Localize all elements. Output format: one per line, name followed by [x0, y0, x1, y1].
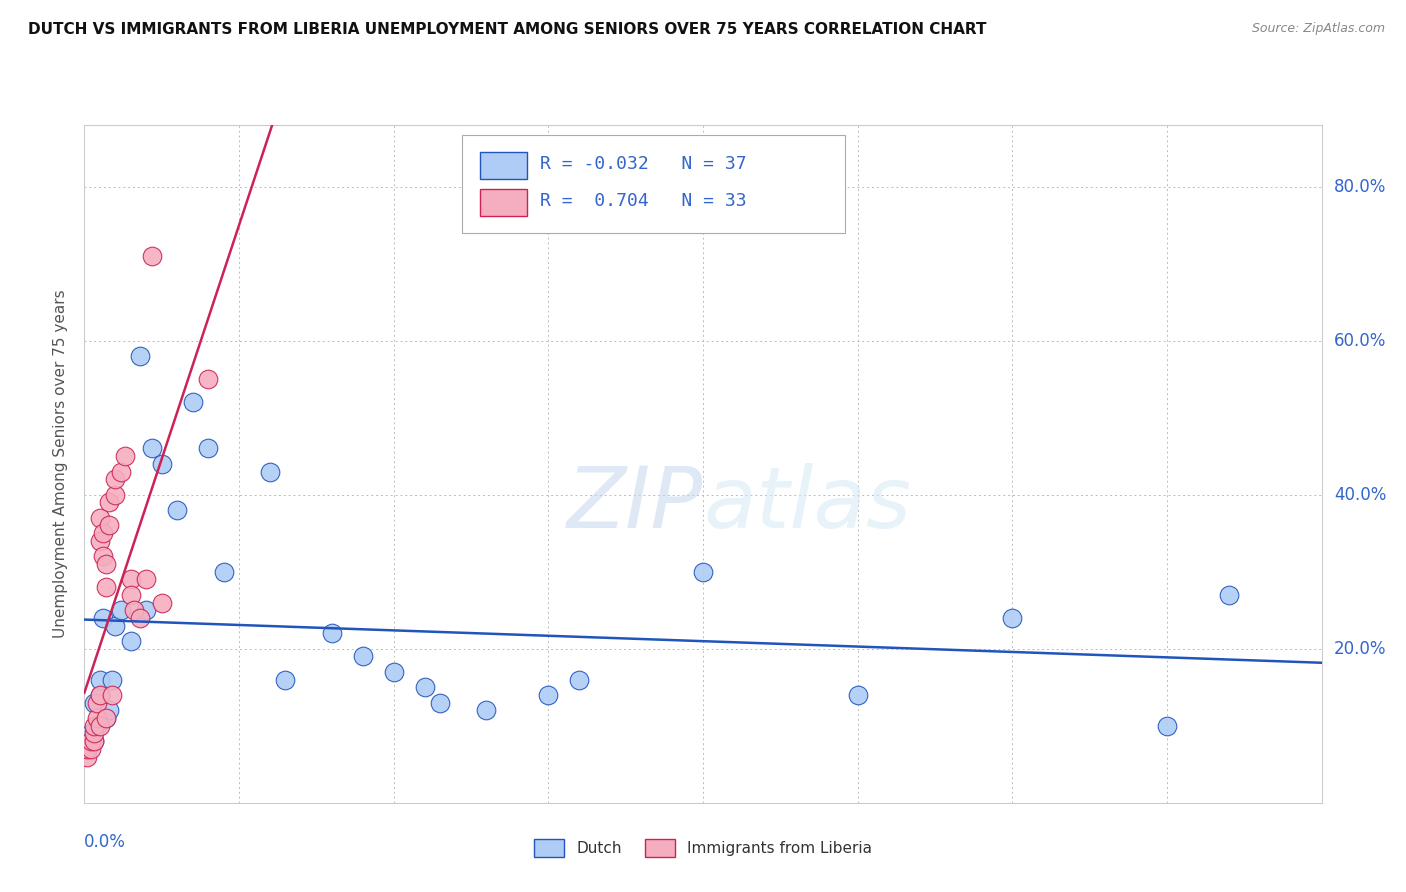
Bar [481, 189, 527, 217]
Text: DUTCH VS IMMIGRANTS FROM LIBERIA UNEMPLOYMENT AMONG SENIORS OVER 75 YEARS CORREL: DUTCH VS IMMIGRANTS FROM LIBERIA UNEMPLO… [28, 22, 987, 37]
Point [181, 395, 204, 409]
Point [166, 503, 188, 517]
Point [89, 510, 111, 524]
Point [83, 734, 105, 748]
Point [150, 595, 173, 609]
FancyBboxPatch shape [461, 135, 845, 234]
Point [79, 734, 101, 748]
Point [76, 749, 98, 764]
Text: atlas: atlas [703, 463, 911, 546]
Point [91, 549, 114, 564]
Point [129, 349, 152, 363]
Point [91, 611, 114, 625]
Point [135, 603, 157, 617]
Point [197, 442, 219, 456]
Point [114, 449, 136, 463]
Point [846, 688, 869, 702]
Point [98, 703, 121, 717]
Legend: Dutch, Immigrants from Liberia: Dutch, Immigrants from Liberia [527, 833, 879, 863]
Text: 40.0%: 40.0% [1334, 485, 1386, 504]
Point [83, 734, 105, 748]
Text: 0.0%: 0.0% [84, 833, 127, 851]
Point [89, 533, 111, 548]
Point [537, 688, 560, 702]
Point [122, 603, 145, 617]
Text: R =  0.704   N = 33: R = 0.704 N = 33 [540, 193, 747, 211]
Point [91, 526, 114, 541]
Point [94, 557, 117, 571]
Point [135, 573, 157, 587]
Text: 60.0%: 60.0% [1334, 332, 1386, 350]
Text: 20.0%: 20.0% [1334, 640, 1386, 657]
Point [104, 488, 127, 502]
Point [1218, 588, 1240, 602]
Point [83, 719, 105, 733]
Point [104, 618, 127, 632]
Point [259, 465, 281, 479]
Point [120, 634, 142, 648]
Point [129, 611, 152, 625]
Point [141, 249, 163, 263]
Point [101, 673, 124, 687]
Text: R = -0.032   N = 37: R = -0.032 N = 37 [540, 155, 747, 173]
Point [141, 442, 163, 456]
Point [212, 565, 235, 579]
Point [86, 719, 108, 733]
Text: 80.0%: 80.0% [1334, 178, 1386, 195]
Point [89, 719, 111, 733]
Point [94, 580, 117, 594]
Point [352, 649, 374, 664]
Point [475, 703, 498, 717]
Point [94, 711, 117, 725]
Point [101, 688, 124, 702]
Point [104, 472, 127, 486]
Point [83, 726, 105, 740]
Point [321, 626, 343, 640]
Point [692, 565, 714, 579]
Point [76, 742, 98, 756]
Point [150, 457, 173, 471]
Point [429, 696, 451, 710]
Point [382, 665, 405, 679]
Point [98, 518, 121, 533]
Point [89, 688, 111, 702]
Point [79, 742, 101, 756]
Point [120, 573, 142, 587]
Point [413, 680, 436, 694]
Point [110, 465, 132, 479]
Point [120, 588, 142, 602]
Y-axis label: Unemployment Among Seniors over 75 years: Unemployment Among Seniors over 75 years [53, 290, 69, 638]
Point [1001, 611, 1024, 625]
Point [79, 726, 101, 740]
Point [86, 696, 108, 710]
Point [94, 711, 117, 725]
Point [98, 495, 121, 509]
Point [1156, 719, 1178, 733]
Text: ZIP: ZIP [567, 463, 703, 546]
Point [83, 696, 105, 710]
Point [76, 742, 98, 756]
Point [110, 603, 132, 617]
Point [86, 711, 108, 725]
Point [274, 673, 297, 687]
Point [89, 688, 111, 702]
Point [89, 673, 111, 687]
Bar [481, 152, 527, 179]
Text: Source: ZipAtlas.com: Source: ZipAtlas.com [1251, 22, 1385, 36]
Point [568, 673, 591, 687]
Point [197, 372, 219, 386]
